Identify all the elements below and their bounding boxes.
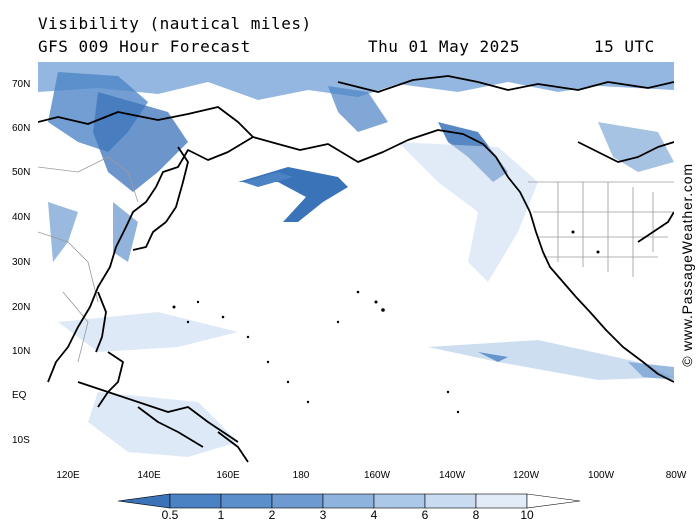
- lat-label: 70N: [12, 79, 31, 90]
- legend-label: 1: [217, 508, 225, 522]
- lon-label: 80W: [665, 470, 687, 481]
- lat-label: 10N: [12, 346, 31, 357]
- lon-label: 140E: [137, 470, 161, 481]
- arctic-visibility-band: [38, 62, 674, 100]
- legend-label: 6: [421, 508, 429, 522]
- legend-label: 0.5: [161, 508, 179, 522]
- lon-label: 160W: [363, 470, 391, 481]
- weather-map[interactable]: [38, 62, 674, 464]
- islands: [172, 230, 600, 414]
- map-title: Visibility (nautical miles): [38, 14, 312, 33]
- asia-borders: [38, 156, 139, 363]
- us-state-borders: [528, 181, 674, 277]
- visibility-color-bar: [118, 493, 581, 509]
- lon-label: 100W: [587, 470, 615, 481]
- forecast-date: Thu 01 May 2025: [368, 37, 520, 56]
- forecast-time: 15 UTC: [594, 37, 655, 56]
- lat-label: 20N: [12, 302, 31, 313]
- forecast-label: GFS 009 Hour Forecast: [38, 37, 251, 56]
- credit-text: © www.PassageWeather.com: [679, 163, 695, 367]
- lat-label: 60N: [12, 123, 31, 134]
- legend-label: 2: [268, 508, 276, 522]
- website-credit: © www.PassageWeather.com: [676, 150, 698, 380]
- lon-label: 180: [292, 470, 310, 481]
- lat-label: 10S: [12, 435, 30, 446]
- legend-label: 3: [319, 508, 327, 522]
- lon-label: 160E: [216, 470, 240, 481]
- legend-label: 10: [520, 508, 534, 522]
- lat-label: EQ: [12, 390, 27, 401]
- lat-label: 30N: [12, 257, 31, 268]
- lat-label: 50N: [12, 167, 31, 178]
- lon-label: 140W: [438, 470, 466, 481]
- lon-label: 120W: [512, 470, 540, 481]
- coastlines: [38, 75, 674, 463]
- legend-label: 4: [370, 508, 378, 522]
- lon-label: 120E: [56, 470, 80, 481]
- lat-label: 40N: [12, 212, 31, 223]
- legend-label: 8: [472, 508, 480, 522]
